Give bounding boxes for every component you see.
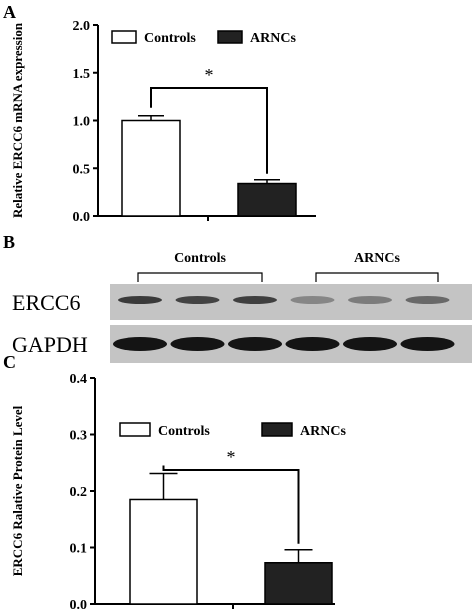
legend-label-arncs: ARNCs bbox=[250, 31, 296, 46]
bar-arncs bbox=[237, 182, 297, 217]
y-tick-label: 0.5 bbox=[73, 162, 91, 177]
panel-c-label: C bbox=[3, 352, 16, 372]
y-tick-label: 0.3 bbox=[70, 429, 88, 444]
y-tick-label: 2.0 bbox=[73, 19, 91, 34]
y-tick-label: 0.2 bbox=[70, 485, 88, 500]
blot-band bbox=[405, 296, 450, 304]
y-tick-label: 0.0 bbox=[70, 598, 88, 613]
blot-group-label: ARNCs bbox=[354, 251, 400, 266]
blot-band bbox=[175, 296, 220, 304]
y-axis-label: ERCC6 Ralative Protein Level bbox=[10, 405, 25, 576]
blot-row-label: GAPDH bbox=[12, 332, 88, 357]
blot-group-bracket bbox=[137, 272, 263, 282]
y-tick-label: 0.0 bbox=[73, 210, 91, 225]
legend-label-arncs: ARNCs bbox=[300, 424, 346, 439]
legend-swatch-arncs bbox=[261, 422, 293, 437]
blot-band bbox=[400, 337, 455, 351]
y-tick-label: 1.0 bbox=[73, 115, 91, 130]
legend-swatch-controls bbox=[111, 30, 137, 44]
legend-label-controls: Controls bbox=[158, 424, 210, 439]
blot-row-label: ERCC6 bbox=[12, 290, 80, 315]
y-tick-label: 0.1 bbox=[70, 542, 88, 557]
blot-band bbox=[285, 337, 340, 351]
significance-bracket bbox=[162, 465, 300, 544]
bar-controls bbox=[121, 119, 181, 217]
blot-band bbox=[290, 296, 335, 304]
legend-swatch-controls bbox=[119, 422, 151, 437]
blot-band bbox=[343, 337, 397, 351]
blot-band bbox=[113, 337, 167, 351]
western-blot: Controls ARNCs ERCC6 GAPDH bbox=[12, 251, 472, 363]
significance-marker: * bbox=[205, 65, 214, 85]
panel-b-label: B bbox=[3, 232, 16, 252]
y-tick-label: 1.5 bbox=[73, 67, 91, 82]
blot-band bbox=[233, 296, 277, 304]
blot-band bbox=[118, 296, 162, 304]
blot-band bbox=[170, 337, 225, 351]
significance-marker: * bbox=[227, 447, 236, 467]
bar-controls bbox=[129, 498, 198, 605]
legend-swatch-arncs bbox=[217, 30, 243, 44]
legend-label-controls: Controls bbox=[144, 31, 196, 46]
y-axis-label: Relative ERCC6 mRNA expression bbox=[10, 22, 25, 218]
blot-band bbox=[228, 337, 282, 351]
bar-arncs bbox=[264, 562, 333, 605]
blot-band bbox=[348, 296, 392, 304]
y-tick-label: 0.4 bbox=[70, 372, 88, 387]
significance-bracket bbox=[150, 87, 268, 174]
blot-group-label: Controls bbox=[174, 251, 226, 266]
panel-a-label: A bbox=[3, 2, 16, 22]
chart-a-mrna: 0.0 0.5 1.0 1.5 2.0 Relative ERCC6 mRNA expre… bbox=[10, 19, 316, 225]
blot-group-bracket bbox=[315, 272, 439, 282]
